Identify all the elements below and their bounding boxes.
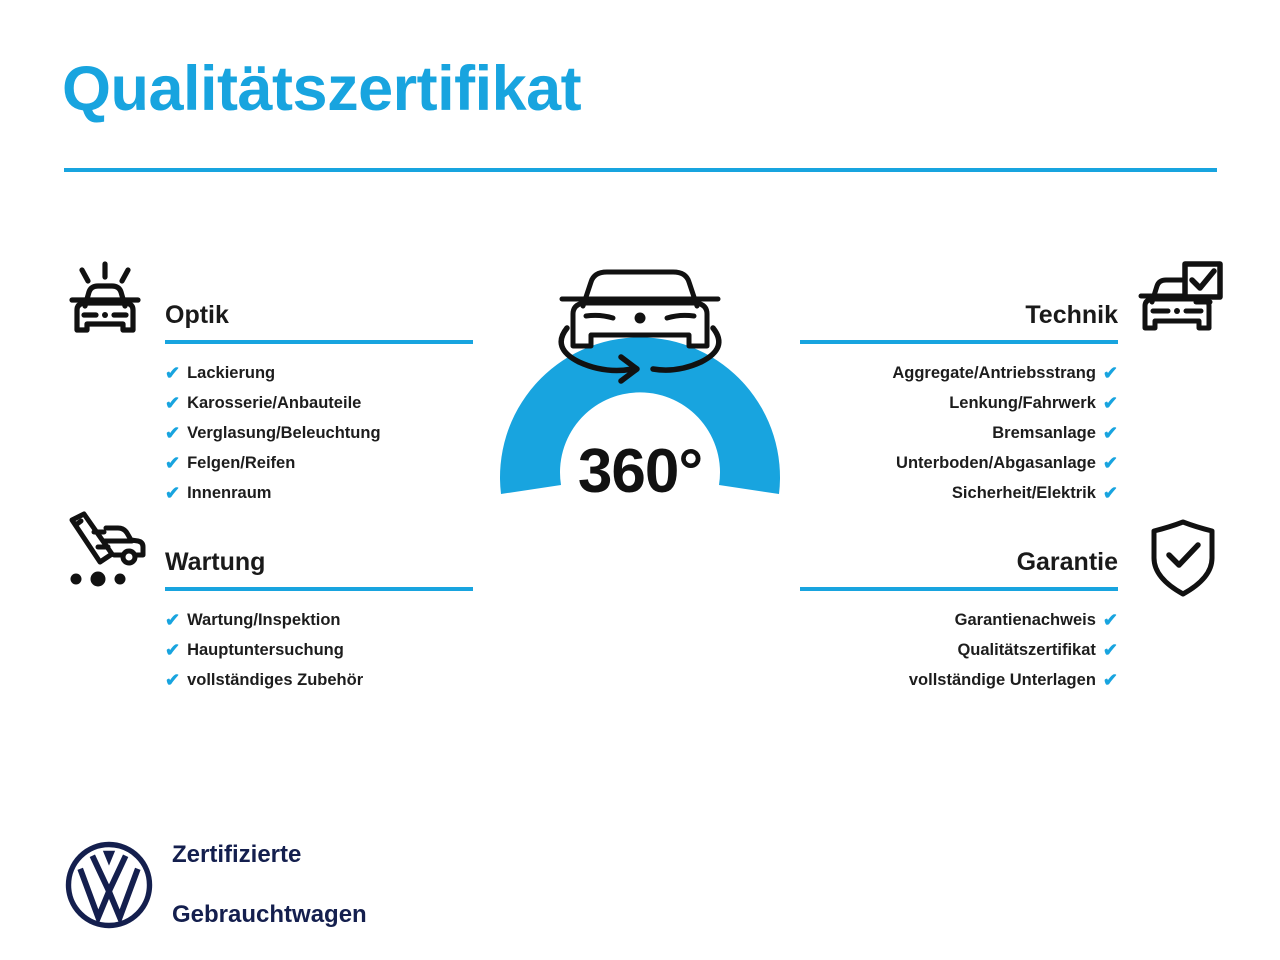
badge-arc-label: Gebrauchtwagen-Check [500, 538, 781, 638]
check-icon: ✔ [1102, 393, 1118, 413]
checklist-item: ✔ Felgen/Reifen [165, 448, 473, 478]
checklist-garantie: Garantienachweis ✔ Qualitätszertifikat ✔ vol… [800, 605, 1118, 695]
check-icon: ✔ [165, 453, 181, 473]
checklist-item: ✔ Verglasung/Beleuchtung [165, 418, 473, 448]
badge-number: 360° [577, 437, 703, 506]
check-icon: ✔ [165, 363, 181, 383]
checklist-item-label: vollständige Unterlagen [908, 671, 1096, 689]
checklist-item-label: Felgen/Reifen [187, 454, 296, 472]
header-divider [64, 168, 1217, 172]
check-icon: ✔ [165, 640, 181, 660]
section-garantie: Garantie Garantienachweis ✔ Qualitätszerti… [800, 545, 1118, 695]
check-icon: ✔ [1102, 610, 1118, 630]
checklist-item-label: Qualitätszertifikat [957, 641, 1096, 659]
check-icon: ✔ [165, 393, 181, 413]
section-header: Wartung [165, 545, 473, 591]
checklist-item: ✔ Karosserie/Anbauteile [165, 388, 473, 418]
checklist-item: ✔ Wartung/Inspektion [165, 605, 473, 635]
checklist-item-label: Hauptuntersuchung [187, 641, 344, 659]
ring-shape [500, 337, 780, 494]
checklist-item-label: Sicherheit/Elektrik [951, 484, 1096, 502]
checklist-wartung: ✔ Wartung/Inspektion ✔ Hauptuntersuchung ✔ vo… [165, 605, 473, 695]
service-pen-car-icon [60, 508, 150, 594]
car-rotate-360-icon [558, 269, 722, 384]
section-divider [165, 340, 473, 344]
sparkling-car-front-icon [60, 258, 150, 348]
checklist-item: ✔ Innenraum [165, 478, 473, 508]
checklist-item: Sicherheit/Elektrik ✔ [800, 478, 1118, 508]
checklist-item-label: Bremsanlage [992, 424, 1096, 442]
check-icon: ✔ [165, 483, 181, 503]
section-wartung: Wartung ✔ Wartung/Inspektion ✔ Hauptuntersu… [165, 545, 473, 695]
car-checkbox-icon [1138, 258, 1226, 344]
check-icon: ✔ [165, 423, 181, 443]
checklist-item: vollständige Unterlagen ✔ [800, 665, 1118, 695]
section-header: Technik [800, 298, 1118, 344]
section-divider [800, 340, 1118, 344]
check-icon: ✔ [1102, 423, 1118, 443]
checklist-item-label: Unterboden/Abgasanlage [896, 454, 1096, 472]
section-title: Technik [1025, 301, 1118, 329]
checklist-item-label: Wartung/Inspektion [187, 611, 341, 629]
footer-line-1: Zertifizierte [172, 841, 302, 868]
check-icon: ✔ [1102, 453, 1118, 473]
shield-check-icon [1148, 518, 1218, 598]
section-header: Optik [165, 298, 473, 344]
check-icon: ✔ [165, 610, 181, 630]
check-icon: ✔ [1102, 670, 1118, 690]
section-title: Wartung [165, 548, 266, 576]
section-optik: Optik ✔ Lackierung ✔ Karosserie/Anbauteile ✔… [165, 298, 473, 508]
check-icon: ✔ [1102, 483, 1118, 503]
check-icon: ✔ [165, 670, 181, 690]
footer-text: Zertifizierte Gebrauchtwagen [172, 810, 367, 960]
checklist-item-label: vollständiges Zubehör [187, 671, 364, 689]
section-title: Optik [165, 301, 229, 329]
checklist-item: ✔ vollständiges Zubehör [165, 665, 473, 695]
footer-logo-block: Zertifizierte Gebrauchtwagen [64, 810, 367, 960]
section-divider [800, 587, 1118, 591]
checklist-item-label: Lenkung/Fahrwerk [949, 394, 1096, 412]
360-check-badge: Gebrauchtwagen-Check 360° [455, 248, 825, 657]
checklist-optik: ✔ Lackierung ✔ Karosserie/Anbauteile ✔ Vergla… [165, 358, 473, 508]
checklist-item: Bremsanlage ✔ [800, 418, 1118, 448]
volkswagen-logo [65, 841, 153, 929]
check-icon: ✔ [1102, 640, 1118, 660]
checklist-technik: Aggregate/Antriebsstrang ✔ Lenkung/Fahrwer… [800, 358, 1118, 508]
page-title: Qualitätszertifikat [62, 54, 582, 124]
checklist-item-label: Aggregate/Antriebsstrang [892, 364, 1096, 382]
checklist-item-label: Karosserie/Anbauteile [187, 394, 362, 412]
section-title: Garantie [1016, 548, 1118, 576]
checklist-item: ✔ Hauptuntersuchung [165, 635, 473, 665]
checklist-item: ✔ Lackierung [165, 358, 473, 388]
checklist-item: Lenkung/Fahrwerk ✔ [800, 388, 1118, 418]
footer-line-2: Gebrauchtwagen [172, 901, 367, 928]
section-technik: Technik Aggregate/Antriebsstrang ✔ Lenkung… [800, 298, 1118, 508]
checklist-item: Qualitätszertifikat ✔ [800, 635, 1118, 665]
checklist-item-label: Lackierung [187, 364, 276, 382]
section-divider [165, 587, 473, 591]
checklist-item-label: Garantienachweis [954, 611, 1096, 629]
check-icon: ✔ [1102, 363, 1118, 383]
checklist-item: Unterboden/Abgasanlage ✔ [800, 448, 1118, 478]
checklist-item: Aggregate/Antriebsstrang ✔ [800, 358, 1118, 388]
checklist-item-label: Verglasung/Beleuchtung [187, 424, 381, 442]
checklist-item: Garantienachweis ✔ [800, 605, 1118, 635]
section-header: Garantie [800, 545, 1118, 591]
badge-ring: Gebrauchtwagen-Check [500, 269, 781, 657]
checklist-item-label: Innenraum [187, 484, 272, 502]
